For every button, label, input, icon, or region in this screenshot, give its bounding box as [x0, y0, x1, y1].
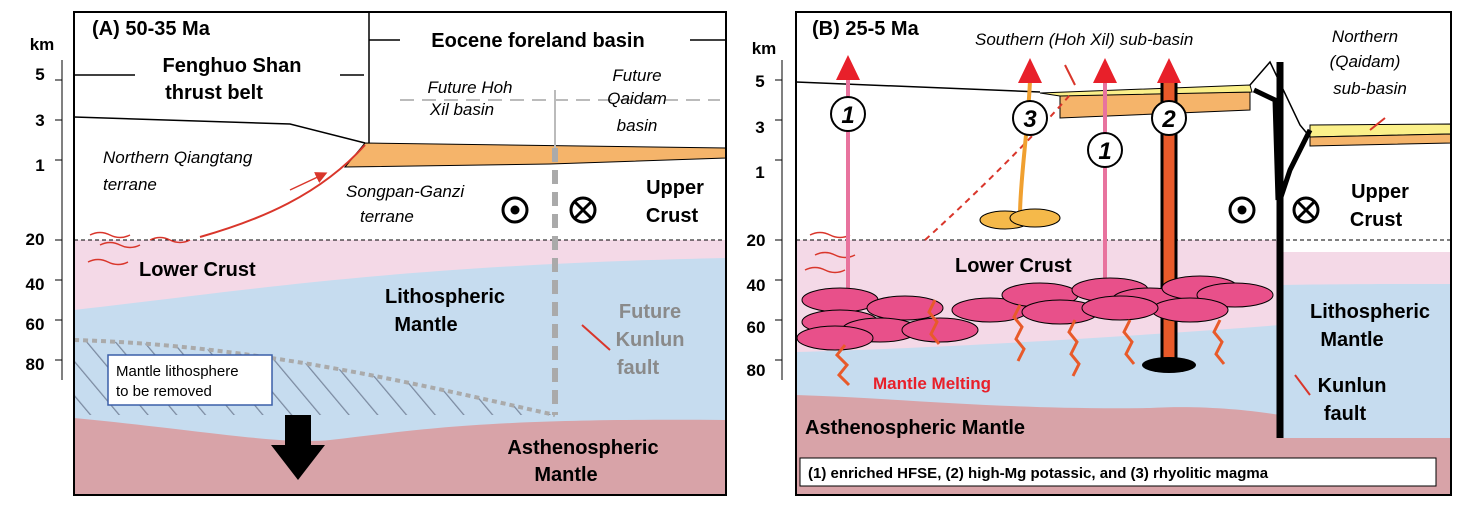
text-line: Northern Qiangtang — [103, 148, 253, 167]
label: Mantle lithosphere to be removed — [116, 363, 239, 400]
tick: 1 — [35, 156, 44, 175]
text-line: thrust belt — [165, 82, 263, 104]
label: Songpan-Ganzi terrane — [346, 182, 465, 226]
magma-marker: 1 — [841, 102, 854, 129]
text-line: fault — [617, 357, 660, 379]
text-line: Upper — [1351, 181, 1409, 203]
label: Lithospheric Mantle — [385, 286, 505, 336]
text-line: Qaidam — [607, 89, 667, 108]
tick: 80 — [747, 361, 766, 380]
text-line: Mantle — [394, 314, 457, 336]
label: Lower Crust — [139, 259, 256, 281]
tick: 40 — [747, 276, 766, 295]
text-line: sub-basin — [1333, 79, 1407, 98]
text-line: Mantle — [1320, 329, 1383, 351]
tick: 3 — [35, 111, 44, 130]
text-line: terrane — [360, 207, 414, 226]
unit: km — [752, 39, 777, 58]
label: Asthenospheric Mantle — [805, 417, 1025, 439]
text-line: terrane — [103, 175, 157, 194]
magma-marker: 3 — [1023, 106, 1037, 133]
panel-b: 1 3 1 2 (B) 25-5 Ma Southern (Hoh Xil) s… — [747, 11, 1452, 496]
label: Future Hoh Xil basin — [427, 78, 512, 119]
text-line: (Qaidam) — [1330, 52, 1401, 71]
text-line: basin — [617, 116, 658, 135]
panel-title: (B) 25-5 Ma — [812, 18, 920, 40]
label: Lithospheric Mantle — [1310, 301, 1430, 351]
unit: km — [30, 35, 55, 54]
legend: (1) enriched HFSE, (2) high-Mg potassic,… — [808, 465, 1269, 482]
text-line: Mantle lithosphere — [116, 363, 239, 380]
magma-marker: 1 — [1098, 138, 1111, 165]
tick: 20 — [26, 230, 45, 249]
tick: 5 — [755, 72, 764, 91]
label: Upper Crust — [1350, 181, 1409, 231]
text-line: Lithospheric — [385, 286, 505, 308]
tick: 20 — [747, 231, 766, 250]
text-line: Kunlun — [1318, 375, 1387, 397]
label: Eocene foreland basin — [431, 30, 644, 52]
label: Fenghuo Shan thrust belt — [163, 55, 302, 104]
label: Northern (Qaidam) sub-basin — [1330, 27, 1407, 98]
label: Asthenospheric Mantle — [507, 437, 658, 486]
panel-title: (A) 50-35 Ma — [92, 18, 211, 40]
label: Southern (Hoh Xil) sub-basin — [975, 30, 1193, 49]
text-line: Future — [612, 66, 661, 85]
text-line: fault — [1324, 403, 1367, 425]
tick: 60 — [747, 318, 766, 337]
text-line: Crust — [646, 205, 699, 227]
text-line: Asthenospheric — [507, 437, 658, 459]
text-line: Crust — [1350, 209, 1403, 231]
label: Northern Qiangtang terrane — [103, 148, 253, 194]
tick: 1 — [755, 163, 764, 182]
tick: 5 — [35, 65, 44, 84]
text-line: Northern — [1332, 27, 1398, 46]
depth-axis: km 5 3 1 20 40 60 80 — [747, 39, 777, 380]
tick: 40 — [26, 275, 45, 294]
text-line: Future Hoh — [427, 78, 512, 97]
text-line: Fenghuo Shan — [163, 55, 302, 77]
magma-marker: 2 — [1161, 106, 1176, 133]
text-line: Upper — [646, 177, 704, 199]
tick: 80 — [26, 355, 45, 374]
text-line: Xil basin — [429, 100, 494, 119]
label: Lower Crust — [955, 255, 1072, 277]
label: Kunlun fault — [1318, 375, 1387, 425]
text-line: Mantle — [534, 464, 597, 486]
label: Future Qaidam basin — [607, 66, 667, 135]
tick: 3 — [755, 118, 764, 137]
text-line: Kunlun — [616, 329, 685, 351]
panel-a: (A) 50-35 Ma Eocene foreland basin Fengh… — [26, 11, 727, 496]
depth-axis: km 5 3 1 20 40 60 80 — [26, 35, 55, 374]
text-line: Future — [619, 301, 681, 323]
label: Mantle Melting — [873, 374, 991, 393]
tick: 60 — [26, 315, 45, 334]
text-line: to be removed — [116, 383, 212, 400]
text-line: Songpan-Ganzi — [346, 182, 465, 201]
label: Upper Crust — [646, 177, 704, 227]
label: Future Kunlun fault — [616, 301, 685, 379]
text-line: Lithospheric — [1310, 301, 1430, 323]
